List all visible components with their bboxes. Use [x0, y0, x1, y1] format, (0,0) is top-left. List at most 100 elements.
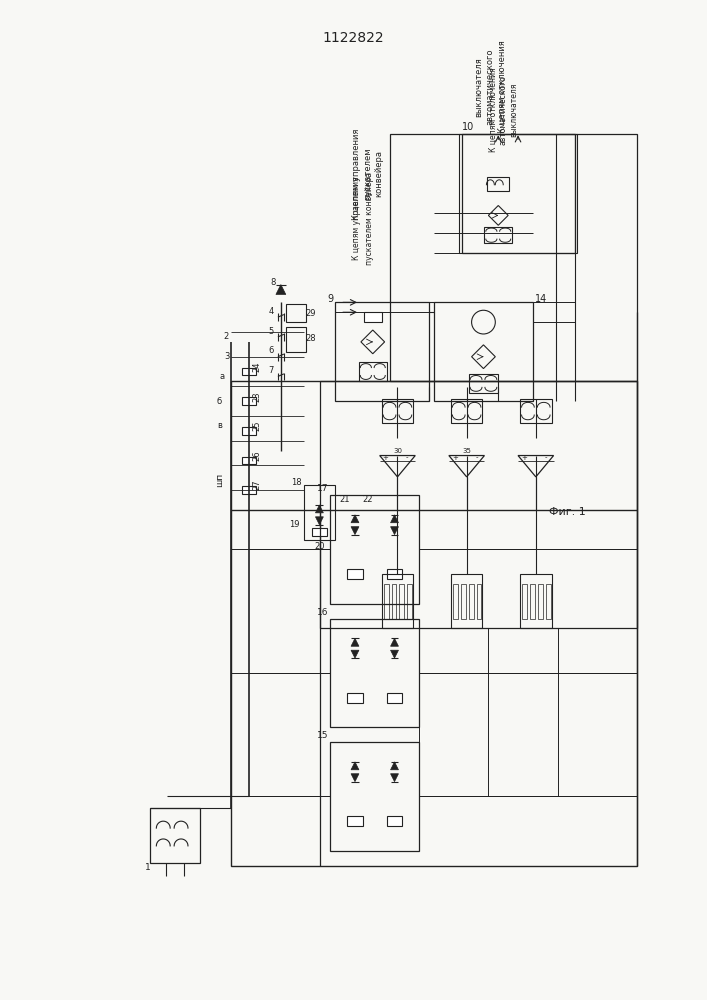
Text: пускателем: пускателем	[363, 148, 373, 200]
Text: К цепям управления
пускателем конвейера: К цепям управления пускателем конвейера	[352, 172, 373, 265]
Text: автоматического: автоматического	[486, 49, 495, 125]
Text: 30: 30	[393, 448, 402, 454]
Bar	[347, 693, 363, 703]
Text: 4: 4	[269, 307, 274, 316]
Bar	[387, 569, 402, 579]
Bar	[320, 381, 636, 628]
Bar	[243, 427, 256, 435]
Bar	[243, 457, 256, 464]
Polygon shape	[315, 517, 323, 525]
Bar	[487, 177, 509, 191]
Bar	[330, 742, 419, 851]
Text: шп: шп	[215, 473, 224, 487]
Text: 17: 17	[317, 484, 328, 493]
Bar	[392, 584, 397, 619]
Text: 35: 35	[462, 448, 471, 454]
Text: Фиг. 1: Фиг. 1	[549, 507, 586, 517]
Bar	[477, 584, 481, 619]
Text: 26: 26	[252, 450, 262, 461]
Bar	[484, 227, 512, 243]
Bar	[382, 574, 414, 628]
Polygon shape	[390, 650, 399, 658]
Text: 7: 7	[268, 366, 274, 375]
Bar	[243, 486, 256, 494]
Polygon shape	[390, 527, 399, 535]
Text: 8: 8	[270, 278, 276, 287]
Text: 21: 21	[340, 495, 351, 504]
Polygon shape	[351, 638, 359, 646]
Bar	[451, 399, 482, 423]
Text: 28: 28	[305, 334, 316, 343]
Bar	[303, 485, 335, 540]
Text: +: +	[452, 455, 457, 461]
Text: 1: 1	[145, 863, 151, 872]
Polygon shape	[390, 638, 399, 646]
Bar	[390, 134, 636, 381]
Text: +: +	[382, 455, 389, 461]
Text: 16: 16	[317, 608, 328, 617]
Bar	[434, 302, 533, 401]
Text: 3: 3	[224, 352, 229, 361]
Bar	[452, 584, 457, 619]
Bar	[151, 808, 200, 863]
Text: 19: 19	[289, 520, 300, 529]
Text: -: -	[406, 455, 409, 461]
Text: К цепям отключения: К цепям отключения	[498, 41, 507, 133]
Bar	[243, 368, 256, 375]
Text: 6: 6	[268, 346, 274, 355]
Polygon shape	[315, 505, 323, 513]
Polygon shape	[390, 762, 399, 770]
Bar	[359, 362, 387, 381]
Text: 10: 10	[462, 122, 474, 132]
Bar	[530, 584, 534, 619]
Polygon shape	[390, 515, 399, 523]
Bar	[462, 134, 575, 253]
Polygon shape	[351, 650, 359, 658]
Text: 15: 15	[317, 731, 328, 740]
Bar	[522, 584, 527, 619]
Bar	[335, 302, 429, 401]
Text: б: б	[217, 397, 222, 406]
Text: -: -	[544, 455, 547, 461]
Text: 1122822: 1122822	[322, 31, 384, 45]
Bar	[407, 584, 412, 619]
Text: 5: 5	[269, 327, 274, 336]
Text: 20: 20	[314, 542, 325, 551]
Text: конвейера: конвейера	[374, 150, 383, 197]
Bar	[546, 584, 551, 619]
Bar	[231, 381, 636, 866]
Text: выключателя: выключателя	[474, 57, 483, 117]
Bar	[286, 327, 305, 352]
Polygon shape	[351, 515, 359, 523]
Bar	[347, 569, 363, 579]
Bar	[387, 816, 402, 826]
Text: 2: 2	[224, 332, 229, 341]
Text: 23: 23	[252, 391, 262, 402]
Text: К цепям управления: К цепям управления	[353, 128, 361, 220]
Polygon shape	[351, 527, 359, 535]
Text: a: a	[219, 372, 224, 381]
Bar	[387, 693, 402, 703]
Text: 18: 18	[291, 478, 302, 487]
Polygon shape	[276, 285, 286, 294]
Text: 29: 29	[305, 309, 316, 318]
Bar	[330, 619, 419, 727]
Text: в: в	[217, 421, 222, 430]
Text: К цепям отключения
автоматического
выключателя: К цепям отключения автоматического выклю…	[489, 67, 518, 152]
Bar	[399, 584, 404, 619]
Bar	[538, 584, 543, 619]
Bar	[459, 134, 578, 253]
Bar	[451, 574, 482, 628]
Text: 14: 14	[534, 294, 547, 304]
Bar	[312, 528, 327, 536]
Bar	[286, 304, 305, 322]
Bar	[469, 584, 474, 619]
Polygon shape	[351, 762, 359, 770]
Text: +: +	[521, 455, 527, 461]
Text: 22: 22	[363, 495, 373, 504]
Bar	[382, 399, 414, 423]
Polygon shape	[390, 774, 399, 782]
Text: -: -	[475, 455, 478, 461]
Bar	[384, 584, 389, 619]
Bar	[461, 584, 466, 619]
